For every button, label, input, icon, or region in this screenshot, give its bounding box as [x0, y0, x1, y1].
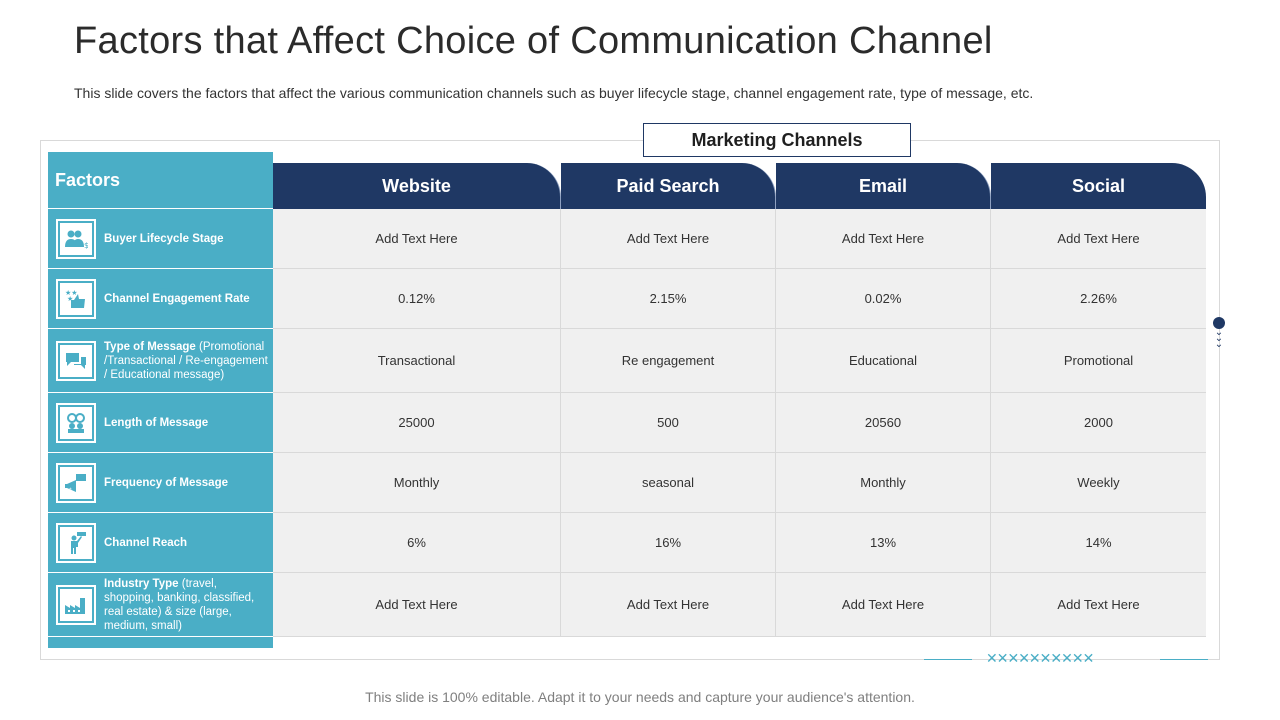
table-cell: Add Text Here — [561, 573, 776, 637]
page-title: Factors that Affect Choice of Communicat… — [74, 20, 993, 62]
table-cell: Add Text Here — [273, 573, 561, 637]
column-header-social: Social — [991, 163, 1206, 209]
table-cell: Add Text Here — [991, 209, 1206, 269]
table-cell: 16% — [561, 513, 776, 573]
chat-bubbles-icon — [56, 340, 96, 381]
factor-row-type-of-message: Type of Message (Promotional /Transactio… — [48, 329, 273, 393]
table-cell: Add Text Here — [776, 209, 991, 269]
table-cell: 20560 — [776, 393, 991, 453]
column-header-email: Email — [776, 163, 991, 209]
table-cell: 6% — [273, 513, 561, 573]
table-cell: 500 — [561, 393, 776, 453]
factor-label: Buyer Lifecycle Stage — [104, 232, 224, 245]
table-cell: 14% — [991, 513, 1206, 573]
svg-text:★: ★ — [67, 295, 73, 303]
table-cell: 25000 — [273, 393, 561, 453]
svg-text:$: $ — [68, 487, 72, 494]
footer-note: This slide is 100% editable. Adapt it to… — [365, 689, 915, 705]
table-cell: Add Text Here — [273, 209, 561, 269]
table-cell: seasonal — [561, 453, 776, 513]
page-subtitle: This slide covers the factors that affec… — [74, 85, 1034, 101]
factory-icon — [56, 584, 96, 625]
table-cell: 2000 — [991, 393, 1206, 453]
table-cell: Weekly — [991, 453, 1206, 513]
table-cell: 0.12% — [273, 269, 561, 329]
table-cell: Promotional — [991, 329, 1206, 393]
table-cell: Add Text Here — [991, 573, 1206, 637]
factor-row-length-of-message: Length of Message — [48, 393, 273, 453]
svg-text:★★: ★★ — [65, 289, 78, 297]
svg-text:$: $ — [84, 241, 88, 249]
factor-label: Length of Message — [104, 416, 209, 429]
message-group-icon — [56, 402, 96, 443]
table-cell: 0.02% — [776, 269, 991, 329]
column-header-website: Website — [273, 163, 561, 209]
factor-row-channel-reach: Channel Reach — [48, 513, 273, 573]
factor-label: Industry Type (travel, shopping, banking… — [104, 577, 255, 632]
factor-row-buyer-lifecycle-stage: $ Buyer Lifecycle Stage — [48, 209, 273, 269]
factor-label: Channel Engagement Rate — [104, 292, 250, 305]
factor-row-channel-engagement-rate: ★★ ★ Channel Engagement Rate — [48, 269, 273, 329]
factor-row-industry-type: Industry Type (travel, shopping, banking… — [48, 573, 273, 637]
table-cell: 2.26% — [991, 269, 1206, 329]
factor-row-frequency-of-message: $ Frequency of Message — [48, 453, 273, 513]
megaphone-icon: $ — [56, 462, 96, 503]
marketing-channels-label: Marketing Channels — [643, 123, 911, 157]
table-cell: 13% — [776, 513, 991, 573]
table-cell: 2.15% — [561, 269, 776, 329]
table-cell: Add Text Here — [561, 209, 776, 269]
table-cell: Transactional — [273, 329, 561, 393]
factor-label: Type of Message (Promotional /Transactio… — [104, 340, 268, 381]
factor-label: Frequency of Message — [104, 476, 228, 489]
table-cell: Add Text Here — [776, 573, 991, 637]
decorative-line-left — [924, 659, 972, 660]
person-reaching-icon — [56, 522, 96, 563]
factors-header: Factors — [48, 152, 273, 209]
scroll-indicator-dot[interactable] — [1213, 317, 1225, 329]
chevron-down-icon[interactable]: ⌄ ⌄ ⌄ — [1214, 327, 1224, 350]
decorative-line-right — [1160, 659, 1208, 660]
people-dollar-icon: $ — [56, 218, 96, 259]
decorative-x-pattern: ✕✕✕✕✕✕✕✕✕✕ — [986, 650, 1094, 666]
table-cell: Monthly — [776, 453, 991, 513]
table-cell: Re engagement — [561, 329, 776, 393]
table-cell: Monthly — [273, 453, 561, 513]
column-header-paid-search: Paid Search — [561, 163, 776, 209]
table-cell: Educational — [776, 329, 991, 393]
thumbs-up-stars-icon: ★★ ★ — [56, 278, 96, 319]
factor-label: Channel Reach — [104, 536, 188, 549]
